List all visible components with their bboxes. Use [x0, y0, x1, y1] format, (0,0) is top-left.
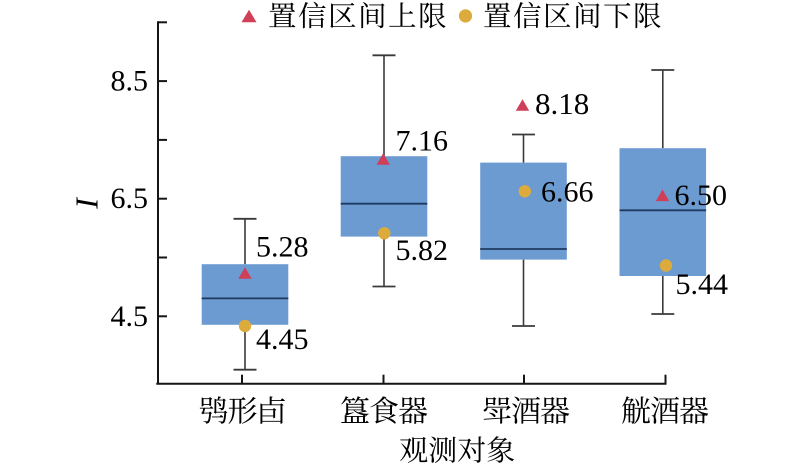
svg-text:5.82: 5.82 — [396, 234, 449, 267]
svg-text:5.28: 5.28 — [256, 231, 309, 264]
svg-text:6.5: 6.5 — [111, 182, 149, 215]
svg-text:8.5: 8.5 — [111, 65, 149, 98]
svg-text:4.45: 4.45 — [256, 323, 309, 356]
svg-text:6.66: 6.66 — [541, 175, 594, 208]
svg-text:8.18: 8.18 — [535, 86, 589, 121]
svg-text:4.5: 4.5 — [111, 300, 149, 333]
svg-text:5.44: 5.44 — [676, 268, 729, 301]
svg-text:6.50: 6.50 — [675, 179, 728, 212]
svg-text:7.16: 7.16 — [396, 125, 449, 158]
svg-text:I: I — [69, 197, 105, 210]
